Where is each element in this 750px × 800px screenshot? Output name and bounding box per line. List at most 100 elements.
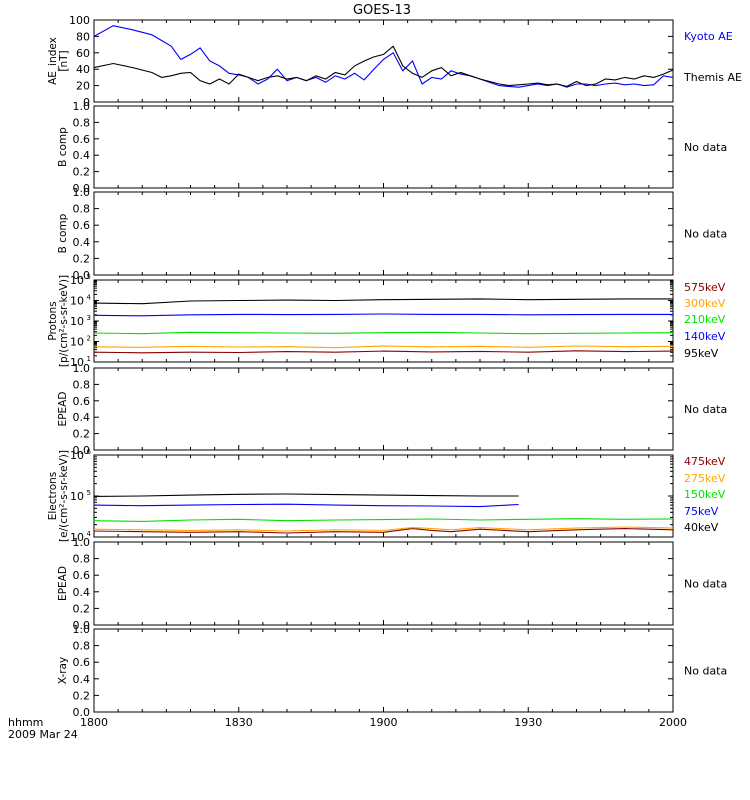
legend-entry: Kyoto AE [684, 30, 733, 43]
y-tick-label: 0.0 [73, 182, 91, 195]
y-tick-label: 0.2 [73, 428, 91, 441]
panel-frame [93, 105, 674, 189]
y-tick-label-exponent: 6 [87, 448, 92, 456]
panel-5: 0.0 0.2 0.4 0.6 0.8 1.0 EPEAD No data [57, 362, 727, 457]
y-tick-label: 0.4 [73, 149, 91, 162]
y-axis-label: Electrons [47, 472, 59, 521]
y-tick-label: 10 [70, 295, 84, 308]
y-tick-label: 0.4 [73, 236, 91, 249]
y-tick-label: 0.4 [73, 411, 91, 424]
y-tick-label: 0.6 [73, 569, 91, 582]
y-tick-label: 0.6 [73, 219, 91, 232]
series-line-kyoto-ae [93, 25, 674, 88]
y-tick-label: 0.8 [73, 640, 91, 653]
y-tick-label: 10 [70, 336, 84, 349]
y-tick-label: 0.4 [73, 586, 91, 599]
y-tick-label: 10 [70, 490, 84, 503]
y-tick-label: 0.2 [73, 602, 91, 615]
legend-entry: Themis AE [683, 71, 742, 84]
y-axis-label: Protons [47, 301, 59, 340]
no-data-label: No data [684, 578, 727, 591]
series-line-150kev [93, 518, 674, 522]
panel-3: 0.0 0.2 0.4 0.6 0.8 1.0 B comp No data [57, 186, 727, 282]
panel-frame [93, 628, 674, 713]
y-tick-label: 1.0 [73, 362, 91, 375]
y-tick-label: 1.0 [73, 186, 91, 199]
no-data-label: No data [684, 141, 727, 154]
y-tick-label: 0 [83, 96, 90, 109]
y-tick-label-exponent: 5 [87, 489, 91, 497]
time-caption-date: 2009 Mar 24 [8, 728, 78, 741]
x-tick-label: 2000 [659, 716, 687, 729]
y-tick-label: 0.4 [73, 673, 91, 686]
no-data-label: No data [684, 665, 727, 678]
y-tick-label-exponent: 3 [87, 314, 91, 322]
series-line-275kev [93, 526, 674, 532]
y-tick-label: 100 [69, 14, 90, 27]
y-tick-label: 0.0 [73, 619, 91, 632]
y-tick-label-exponent: 4 [87, 530, 92, 538]
legend-entry: 150keV [684, 488, 726, 501]
series-line-575kev [93, 350, 674, 354]
panel-1: 0 20 40 60 80 100 AE_index [nT] Kyoto AE Themis A… [47, 14, 742, 109]
y-tick-label: 0.8 [73, 553, 91, 566]
panel-frame [93, 19, 674, 103]
series-line-95kev [93, 298, 673, 305]
y-tick-label-exponent: 5 [87, 273, 91, 281]
y-tick-label: 1.0 [73, 100, 91, 113]
legend-entry: 75keV [684, 505, 719, 518]
y-axis-label: EPEAD [57, 392, 69, 427]
y-tick-label: 0.2 [73, 166, 91, 179]
panel-frame [93, 191, 674, 276]
y-axis-label: [e/(cm²-s-sr-keV)] [58, 450, 70, 542]
x-tick-label: 1900 [370, 716, 398, 729]
legend-entry: 575keV [684, 281, 726, 294]
y-axis-label: B comp [57, 213, 69, 253]
legend-entry: 300keV [684, 297, 726, 310]
y-tick-label: 60 [76, 47, 90, 60]
y-tick-label: 10 [70, 531, 84, 544]
chart-title: GOES-13 [353, 3, 411, 18]
series-line-themis-ae [93, 45, 674, 87]
series-line-40kev [93, 493, 519, 497]
y-axis-label: B comp [57, 127, 69, 167]
y-tick-label: 40 [76, 63, 90, 76]
y-tick-label: 10 [70, 449, 84, 462]
legend-entry: 275keV [684, 472, 726, 485]
y-tick-label: 0.2 [73, 252, 91, 265]
x-tick-label: 1930 [514, 716, 542, 729]
y-tick-label: 0.0 [73, 706, 91, 719]
y-axis-label: [p/(cm²-s-sr-keV)] [58, 275, 70, 367]
legend-entry: 95keV [684, 347, 719, 360]
panel-8: 0.0 0.2 0.4 0.6 0.8 1.0 X-ray No data [57, 623, 727, 719]
panel-frame [93, 279, 674, 363]
y-tick-label: 20 [76, 80, 90, 93]
legend-entry: 210keV [684, 313, 726, 326]
legend-entry: 475keV [684, 455, 726, 468]
y-tick-label: 0.8 [73, 116, 91, 129]
legend-entry: 40keV [684, 521, 719, 534]
legend-entry: 140keV [684, 330, 726, 343]
panel-frame [93, 454, 674, 538]
no-data-label: No data [684, 403, 727, 416]
panel-2: 0.0 0.2 0.4 0.6 0.8 1.0 B comp No data [57, 100, 727, 195]
y-tick-label: 10 [70, 315, 84, 328]
y-tick-label: 0.6 [73, 656, 91, 669]
y-axis-label: X-ray [57, 657, 69, 684]
y-tick-label: 1.0 [73, 623, 91, 636]
y-tick-label-exponent: 2 [87, 335, 91, 343]
y-axis-label: EPEAD [57, 566, 69, 601]
y-tick-label: 0.2 [73, 689, 91, 702]
y-tick-label: 0.8 [73, 203, 91, 216]
x-tick-label: 1800 [80, 716, 108, 729]
series-line-75kev [93, 503, 519, 508]
time-caption-hhmm: hhmm [8, 716, 43, 729]
y-tick-label: 1.0 [73, 536, 91, 549]
y-tick-label-exponent: 1 [87, 355, 91, 363]
y-tick-label: 0.6 [73, 395, 91, 408]
y-tick-label: 80 [76, 30, 90, 43]
series-line-210kev [93, 331, 674, 335]
y-axis-label: [nT] [58, 50, 70, 71]
y-tick-label: 0.0 [73, 444, 91, 457]
